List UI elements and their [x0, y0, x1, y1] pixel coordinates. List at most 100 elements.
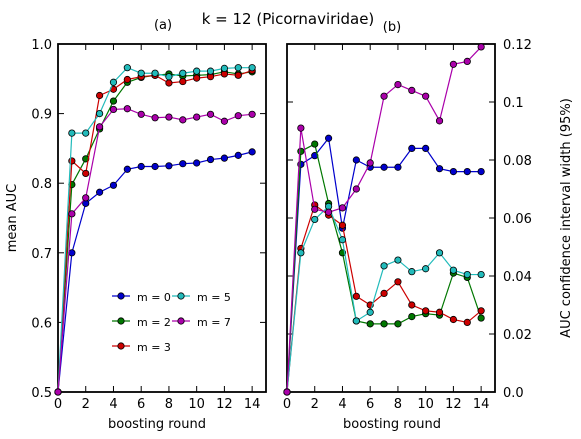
- panel-b-data-point: [463, 57, 471, 66]
- panel-b-plot-area: 0 2 4 6 8 10 12 14 0.0 0.02 0.04 0.06 0.08 0.1 0.12: [283, 38, 532, 412]
- panel-a-x-tick-label: 14: [244, 397, 261, 412]
- panel-a-y-axis-label: mean AUC: [5, 184, 20, 253]
- panel-a-data-point: [234, 71, 242, 79]
- panel-a-data-point: [206, 67, 215, 75]
- panel-b-data-point: [311, 215, 319, 224]
- panel-a-data-point: [165, 162, 173, 170]
- panel-a-x-tick-label: 12: [216, 397, 233, 412]
- legend-label: m = 3: [137, 341, 171, 354]
- panel-a: (a) 0 2 4 6 8 10 12 140.50.60.70.80.91.0 m = 0m…: [5, 18, 267, 432]
- panel-a-data-point: [137, 69, 145, 77]
- panel-b-x-tick-label: 4: [338, 397, 346, 412]
- panel-b-x-tick-label: 14: [473, 397, 490, 412]
- panel-a-data-point: [248, 110, 256, 118]
- panel-b-data-point: [352, 156, 360, 164]
- panel-a-x-tick-label: 2: [82, 397, 90, 412]
- panel-b-data-point: [394, 278, 402, 286]
- panel-b-data-point: [338, 221, 347, 229]
- panel-b-data-point: [463, 318, 471, 326]
- panel-b-data-point: [366, 308, 374, 316]
- panel-a-data-point: [137, 110, 145, 118]
- panel-a-data-point: [193, 159, 201, 167]
- panel-b-x-tick-label: 8: [394, 397, 402, 412]
- legend-marker: [177, 292, 185, 300]
- legend-marker: [117, 342, 125, 350]
- panel-a-data-point: [165, 113, 173, 121]
- panel-a-data-point: [248, 148, 256, 156]
- figure-title: k = 12 (Picornaviridae): [202, 10, 375, 28]
- panel-a-data-point: [206, 110, 215, 118]
- panel-a-data-point: [179, 77, 187, 86]
- panel-a-data-point: [96, 188, 104, 196]
- panel-b-data-point: [324, 134, 333, 142]
- panel-a-x-axis-label: boosting round: [108, 417, 206, 432]
- legend-label: m = 5: [197, 291, 231, 304]
- panel-a-data-point: [123, 75, 131, 84]
- panel-a-data-point: [206, 155, 215, 164]
- panel-a-y-tick-label: 0.9: [31, 108, 52, 123]
- panel-b-data-point: [408, 268, 416, 276]
- panel-b-data-point: [477, 314, 485, 322]
- panel-b-y-tick-label: 0.02: [503, 328, 532, 343]
- panel-a-x-tick-label: 8: [165, 397, 173, 412]
- panel-b-y-tick-label: 0.06: [503, 212, 532, 227]
- panel-a-x-tick-label: 10: [188, 397, 205, 412]
- panel-b-y-axis-label: AUC confidence interval width (95%): [559, 98, 574, 338]
- panel-b-label: (b): [383, 20, 401, 35]
- panel-a-data-point: [68, 157, 76, 165]
- panel-a-y-tick-label: 0.6: [31, 316, 52, 331]
- panel-a-data-point: [179, 160, 187, 168]
- panel-a-data-point: [179, 116, 187, 124]
- panel-b-data-point: [477, 270, 485, 279]
- panel-a-legend: m = 0 m = 2 m = 3 m = 5 m = 7: [112, 291, 231, 354]
- panel-a-x-tick-label: 4: [109, 397, 117, 412]
- panel-b-data-point: [380, 320, 388, 328]
- panel-b-x-tick-label: 12: [445, 397, 462, 412]
- panel-b-data-point: [380, 163, 388, 171]
- panel-b-series-line-m5: [286, 205, 482, 393]
- panel-b: (b) 0 2 4 6 8 10 12 14 0.0 0.02 0.04 0.06 0.08 0.1 0.1…: [283, 20, 574, 432]
- panel-b-data-point: [297, 249, 305, 257]
- panel-b-data-point: [380, 92, 388, 100]
- panel-b-data-point: [394, 163, 402, 171]
- panel-b-y-tick-label: 0.0: [503, 386, 524, 401]
- panel-b-data-point: [283, 388, 291, 396]
- panel-b-data-point: [352, 292, 360, 300]
- panel-a-data-point: [123, 64, 131, 72]
- legend-marker: [117, 317, 125, 325]
- panel-a-data-point: [109, 78, 118, 86]
- panel-b-data-point: [435, 165, 444, 173]
- panel-a-y-tick-label: 0.8: [31, 177, 52, 192]
- panel-a-series: [54, 64, 256, 396]
- panel-a-x-tick-label: 6: [137, 397, 145, 412]
- panel-b-data-point: [408, 312, 416, 321]
- panel-b-data-point: [380, 289, 388, 297]
- panel-a-data-point: [96, 110, 104, 118]
- panel-a-x-tick-label: 0: [54, 397, 62, 412]
- panel-b-data-point: [435, 249, 444, 257]
- legend-marker: [117, 292, 125, 300]
- panel-a-data-point: [96, 91, 104, 100]
- panel-a-data-point: [54, 388, 62, 396]
- panel-a-data-point: [123, 165, 131, 173]
- panel-b-data-point: [408, 86, 416, 95]
- panel-b-x-tick-label: 2: [311, 397, 319, 412]
- panel-a-data-point: [220, 64, 228, 72]
- panel-b-data-point: [324, 208, 333, 216]
- panel-a-data-point: [68, 210, 76, 218]
- panel-b-data-point: [394, 320, 402, 328]
- panel-a-data-point: [151, 114, 159, 122]
- panel-b-data-point: [297, 147, 305, 155]
- panel-a-data-point: [151, 69, 159, 77]
- panel-a-data-point: [68, 249, 76, 257]
- panel-b-data-point: [435, 117, 444, 125]
- panel-a-data-point: [137, 162, 145, 171]
- panel-b-data-point: [352, 317, 360, 325]
- panel-a-data-point: [248, 64, 256, 72]
- panel-a-data-point: [179, 69, 187, 77]
- panel-a-data-point: [82, 194, 90, 202]
- panel-b-data-point: [366, 159, 374, 167]
- panel-b-data-point: [422, 307, 430, 315]
- panel-b-y-tick-label: 0.1: [503, 96, 524, 111]
- panel-b-data-point: [311, 140, 319, 148]
